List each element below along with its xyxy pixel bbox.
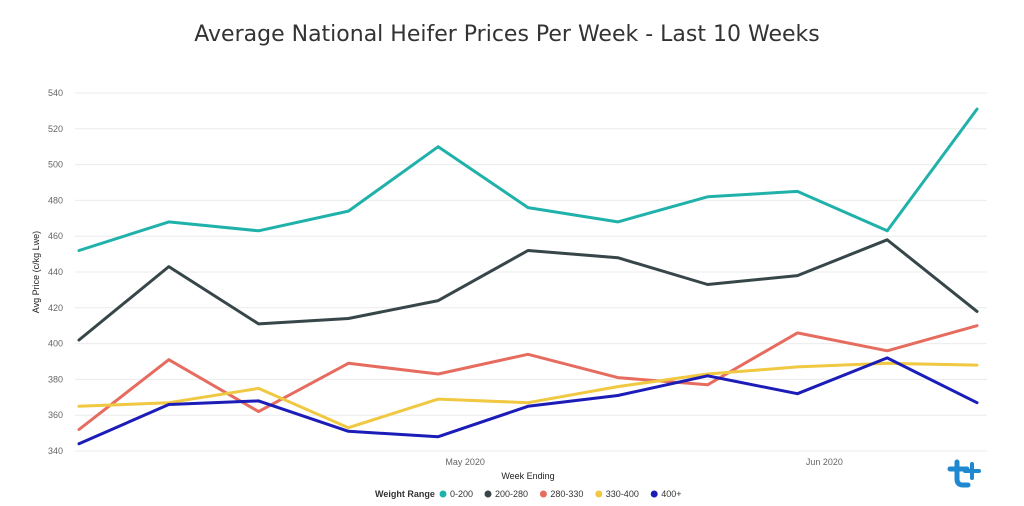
legend-item-280-330[interactable]: 280-330 xyxy=(539,489,584,499)
x-axis-label: Week Ending xyxy=(501,471,554,481)
legend-marker xyxy=(484,490,492,498)
legend-item-330-400[interactable]: 330-400 xyxy=(595,489,639,499)
x-axis-ticks: May 2020 Jun 2020 xyxy=(445,457,842,467)
legend-item-400+[interactable]: 400+ xyxy=(650,489,682,499)
legend-label: 330-400 xyxy=(606,489,639,499)
y-tick-label: 500 xyxy=(48,160,63,170)
chart-title: Average National Heifer Prices Per Week … xyxy=(194,22,820,47)
legend-item-0-200[interactable]: 0-200 xyxy=(439,489,474,499)
y-tick-label: 520 xyxy=(48,124,63,134)
legend-title: Weight Range xyxy=(375,489,435,499)
y-tick-label: 420 xyxy=(48,303,63,313)
legend-label: 400+ xyxy=(661,489,681,499)
legend-label: 0-200 xyxy=(450,489,473,499)
legend-marker xyxy=(595,490,603,498)
legend-marker xyxy=(539,490,547,498)
legend-marker xyxy=(650,490,658,498)
y-tick-label: 360 xyxy=(48,410,63,420)
y-tick-label: 380 xyxy=(48,374,63,384)
y-axis-ticks: 340 360 380 400 420 440 460 480 500 520 540 xyxy=(48,88,63,456)
legend-label: 280-330 xyxy=(550,489,583,499)
legend-label: 200-280 xyxy=(495,489,528,499)
brand-logo-icon xyxy=(947,459,981,488)
series-line-200-280[interactable] xyxy=(77,238,979,342)
legend[interactable]: Weight Range 0-200 200-280 280-330 330-400 40… xyxy=(375,489,681,499)
legend-item-200-280[interactable]: 200-280 xyxy=(484,489,529,499)
y-tick-label: 440 xyxy=(48,267,63,277)
y-tick-label: 540 xyxy=(48,88,63,98)
series-line-400+[interactable] xyxy=(77,356,979,446)
x-tick-label: Jun 2020 xyxy=(806,457,843,467)
y-axis-label: Avg Price (c/kg Lwe) xyxy=(31,231,41,313)
legend-marker xyxy=(439,490,447,498)
series-line-0-200[interactable] xyxy=(77,107,979,252)
series-line-280-330[interactable] xyxy=(77,324,979,431)
x-tick-label: May 2020 xyxy=(445,457,485,467)
series-line-330-400[interactable] xyxy=(77,361,979,430)
y-tick-label: 340 xyxy=(48,446,63,456)
y-tick-label: 480 xyxy=(48,195,63,205)
grid xyxy=(75,92,987,452)
series xyxy=(77,107,979,446)
y-tick-label: 400 xyxy=(48,339,63,349)
y-tick-label: 460 xyxy=(48,231,63,241)
